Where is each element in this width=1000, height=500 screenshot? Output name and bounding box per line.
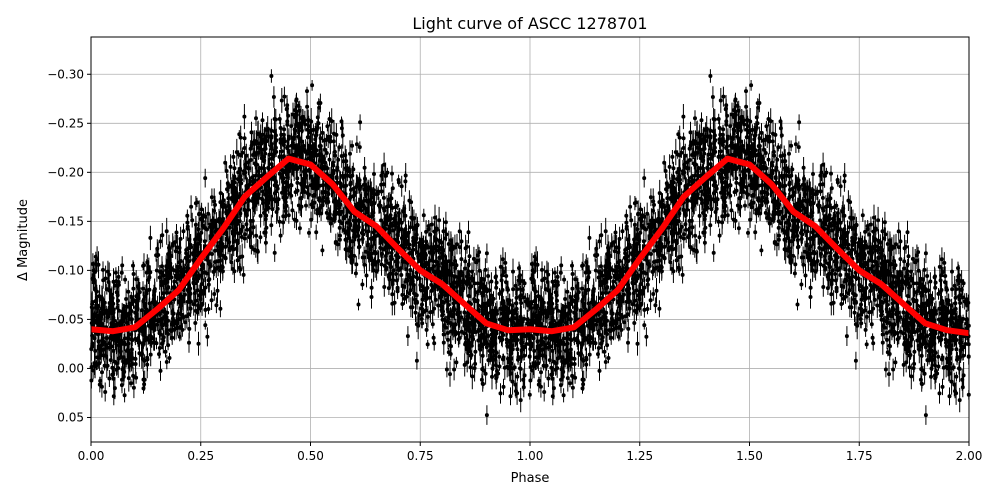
y-tick-label: −0.30 [47, 67, 84, 81]
x-tick-label: 0.75 [407, 449, 434, 463]
x-tick-label: 1.00 [517, 449, 544, 463]
y-tick-label: 0.05 [57, 410, 84, 424]
x-axis-ticks: 0.00 0.25 0.50 0.75 1.00 1.25 1.50 1.75 2.00 [78, 442, 983, 463]
y-tick-label: −0.15 [47, 214, 84, 228]
y-tick-label: −0.05 [47, 312, 84, 326]
y-tick-label: −0.25 [47, 116, 84, 130]
y-tick-label: 0.00 [57, 361, 84, 375]
data-point-markers [89, 74, 971, 418]
x-tick-label: 0.50 [297, 449, 324, 463]
y-tick-label: −0.20 [47, 165, 84, 179]
x-tick-label: 0.25 [187, 449, 214, 463]
chart-title: Light curve of ASCC 1278701 [412, 14, 647, 33]
y-axis-label: Δ Magnitude [16, 199, 31, 281]
x-tick-label: 2.00 [956, 449, 983, 463]
x-tick-label: 1.25 [626, 449, 653, 463]
x-tick-label: 1.75 [846, 449, 873, 463]
x-axis-label: Phase [511, 471, 550, 486]
y-tick-label: −0.10 [47, 263, 84, 277]
y-axis-ticks: −0.30 −0.25 −0.20 −0.15 −0.10 −0.05 0.00 0.05 [47, 67, 91, 424]
x-tick-label: 0.00 [78, 449, 105, 463]
binned-curve-line [90, 155, 970, 337]
x-tick-label: 1.50 [736, 449, 763, 463]
